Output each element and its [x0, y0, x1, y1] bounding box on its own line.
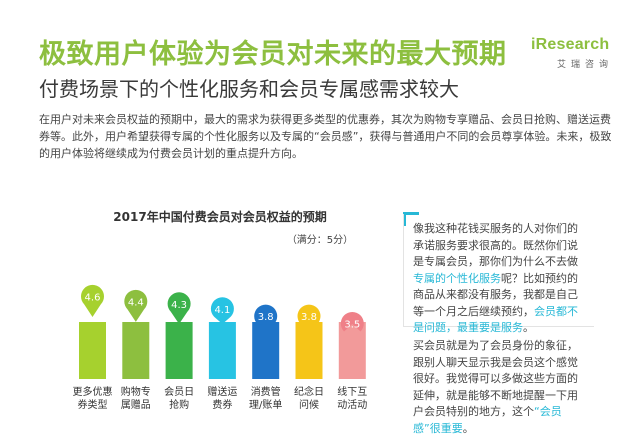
category-label: 费券 — [212, 398, 232, 411]
quote-accent-vertical — [403, 212, 406, 226]
quote-text: 呢？比如预约的商品从来都没有服务，我都是自己等一个月之后继续预约， — [413, 271, 578, 318]
category-label: 问候 — [299, 398, 319, 411]
value-pin — [167, 292, 191, 324]
category-label: 会员日 — [164, 385, 194, 398]
chart-bar — [338, 322, 366, 379]
page-subtitle: 付费场景下的个性化服务和会员专属感需求较大 — [39, 77, 459, 101]
value-pin — [340, 311, 364, 332]
page-title: 极致用户体验为会员对未来的最大预期 — [39, 39, 507, 70]
category-label: 赠送运 — [207, 385, 237, 398]
chart-subtitle: （满分：5分） — [287, 234, 353, 246]
data-label: 3.8 — [258, 312, 274, 323]
chart-bar — [79, 322, 106, 379]
category-label: 消费管 — [251, 385, 281, 398]
category-label: 更多优惠 — [73, 385, 113, 398]
chart-title: 2017年中国付费会员对会员权益的预期 — [113, 209, 326, 224]
chart-bar — [295, 322, 323, 379]
value-pin — [210, 297, 234, 324]
category-label: 属赠品 — [121, 398, 151, 411]
value-pin — [254, 304, 278, 325]
user-quote-1: 像我这种花钱买服务的人对你们的承诺服务要求很高的。既然你们说是专属会员，那你们为… — [413, 221, 585, 337]
quote-text: 买会员就是为了会员身份的象征，跟别人聊天显示我是会员这个感觉很好。我觉得可以多做… — [413, 339, 578, 418]
quote-highlight: 会员都不是问题，最重要是服务 — [413, 304, 578, 335]
category-label: 购物专 — [121, 385, 151, 398]
logo-cn: 艾瑞咨询 — [557, 60, 614, 70]
data-label: 4.6 — [85, 292, 101, 303]
value-pin — [81, 284, 104, 317]
value-pin — [124, 289, 148, 322]
data-label: 4.1 — [214, 305, 230, 316]
chart-bar — [208, 322, 236, 379]
logo-word: iResearch — [531, 36, 610, 53]
quote-highlight: “会员感”很重要 — [413, 405, 562, 435]
iresearch-logo: iResearch 艾瑞咨询 — [531, 36, 611, 70]
data-label: 4.3 — [171, 300, 187, 311]
chart-bar — [122, 322, 150, 379]
category-label: 抢购 — [169, 398, 189, 411]
user-quote-2: 买会员就是为了会员身份的象征，跟别人聊天显示我是会员这个感觉很好。我觉得可以多做… — [413, 338, 585, 437]
category-label: 线下互 — [337, 385, 367, 398]
data-label: 4.4 — [128, 297, 144, 308]
chart-bar — [165, 322, 193, 379]
data-label: 3.8 — [301, 312, 317, 323]
quote-accent — [403, 212, 419, 215]
quote-text: 像我这种花钱买服务的人对你们的承诺服务要求很高的。既然你们说是专属会员，那你们为… — [413, 222, 578, 268]
chart-bar — [252, 322, 280, 379]
value-pin — [297, 304, 321, 325]
quote-highlight: 专属的个性化服务 — [413, 271, 501, 285]
quote-frame — [403, 214, 594, 327]
category-label: 动活动 — [337, 399, 367, 411]
category-label: 理/账单 — [249, 399, 282, 411]
quote-text: 。 — [462, 421, 474, 435]
data-label: 3.5 — [344, 320, 360, 331]
category-label: 券类型 — [78, 398, 108, 411]
intro-paragraph: 在用户对未来会员权益的预期中，最大的需求为获得更多类型的优惠券，其次为购物专享赠… — [39, 113, 612, 160]
category-label: 纪念日 — [294, 385, 324, 398]
quote-text: 。 — [523, 321, 534, 334]
